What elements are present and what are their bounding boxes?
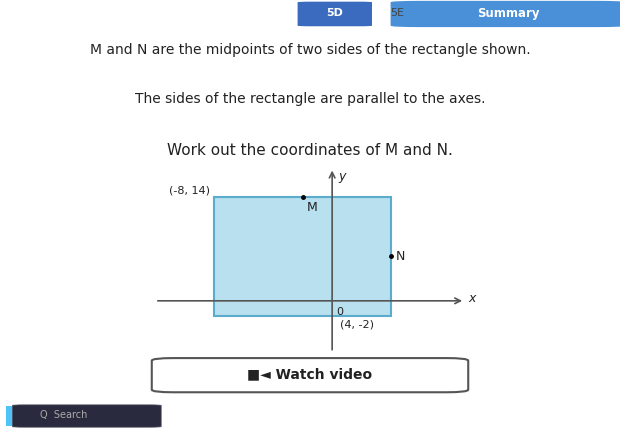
Text: N: N [396, 250, 405, 263]
Text: Not drawn accurately: Not drawn accurately [254, 375, 366, 385]
Text: ■◄ Watch video: ■◄ Watch video [247, 368, 373, 381]
Text: (-8, 14): (-8, 14) [169, 185, 210, 195]
Text: 5E: 5E [390, 9, 404, 18]
Text: M and N are the midpoints of two sides of the rectangle shown.: M and N are the midpoints of two sides o… [90, 43, 530, 57]
Text: 5D: 5D [326, 9, 343, 18]
Text: 0: 0 [337, 307, 343, 317]
Bar [6, 406, 22, 426]
FancyBboxPatch shape [12, 405, 161, 427]
Text: The sides of the rectangle are parallel to the axes.: The sides of the rectangle are parallel … [135, 92, 485, 106]
Text: x: x [468, 292, 476, 305]
FancyBboxPatch shape [391, 1, 620, 27]
Text: Summary: Summary [477, 7, 539, 20]
Text: Work out the coordinates of M and N.: Work out the coordinates of M and N. [167, 143, 453, 158]
FancyBboxPatch shape [152, 358, 468, 392]
Text: Q  Search: Q Search [40, 411, 87, 421]
FancyBboxPatch shape [298, 2, 372, 26]
Text: y: y [338, 170, 345, 183]
Text: (4, -2): (4, -2) [340, 319, 373, 329]
Bar [214, 197, 391, 316]
Text: M: M [307, 201, 318, 214]
